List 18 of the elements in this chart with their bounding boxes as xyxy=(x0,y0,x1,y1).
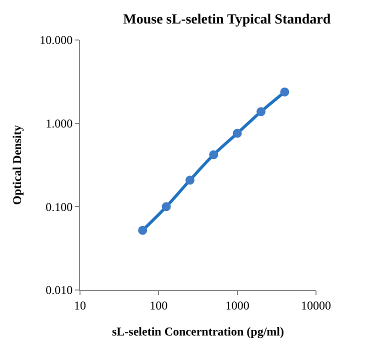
y-tick-label: 1.000 xyxy=(46,116,73,131)
x-axis-title: sL-seletin Concerntration (pg/ml) xyxy=(112,324,284,338)
point xyxy=(185,176,194,185)
y-axis-title: Optical Density xyxy=(10,125,24,205)
x-tick-label: 100 xyxy=(150,298,168,312)
point xyxy=(280,87,290,96)
x-tick-label: 1000 xyxy=(225,298,250,312)
point xyxy=(209,150,218,160)
point xyxy=(162,202,171,212)
y-tick-label: 0.100 xyxy=(46,200,73,214)
x-tick-label: 10000 xyxy=(301,298,331,312)
chart-title: Mouse sL-seletin Typical Standard xyxy=(123,12,331,28)
point xyxy=(256,107,266,116)
y-tick-label: 10.000 xyxy=(40,33,73,48)
x-tick-label: 10 xyxy=(74,298,86,312)
y-tick-label: 0.010 xyxy=(46,283,73,298)
point xyxy=(232,128,242,138)
point xyxy=(138,226,148,235)
